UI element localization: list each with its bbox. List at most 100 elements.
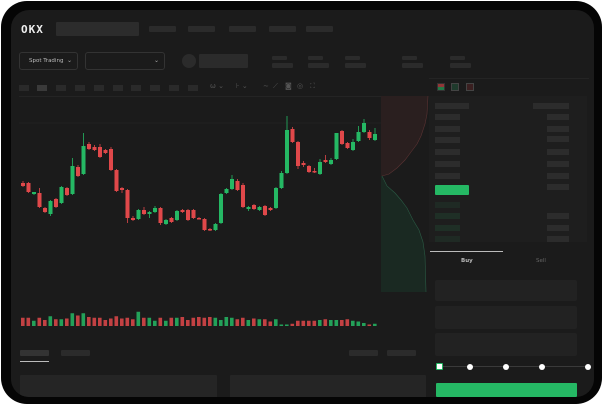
- volume-bar: [340, 320, 344, 326]
- timeframe-button-active[interactable]: [37, 85, 47, 91]
- nav-item[interactable]: [149, 26, 176, 32]
- slider-stop-50[interactable]: [503, 364, 509, 370]
- candle-body: [351, 142, 355, 150]
- ruler-icon[interactable]: ⟋: [273, 82, 278, 90]
- orderbook-buy-icon[interactable]: [451, 83, 459, 91]
- tab-sell[interactable]: Sell: [536, 258, 546, 264]
- timeframe-button[interactable]: [56, 85, 66, 91]
- tab-order-history[interactable]: [61, 350, 90, 356]
- ask-amount: [547, 161, 569, 167]
- candle-body: [48, 201, 53, 214]
- candle-body: [131, 218, 135, 220]
- active-tab-underline: [20, 361, 49, 362]
- wave-icon[interactable]: ∼: [263, 82, 269, 90]
- timeframe-button[interactable]: [94, 85, 104, 91]
- bid-depth-line: [381, 175, 427, 292]
- candle-body: [312, 171, 317, 173]
- tab-buy[interactable]: Buy: [461, 258, 473, 264]
- ask-price[interactable]: [435, 161, 460, 167]
- amount-input[interactable]: [435, 306, 577, 329]
- indicator-icon[interactable]: ω ⌄: [210, 82, 224, 90]
- buy-button[interactable]: [436, 383, 577, 397]
- tab-open-orders[interactable]: [20, 350, 49, 356]
- timeframe-button[interactable]: [169, 85, 179, 91]
- nav-item[interactable]: [229, 26, 256, 32]
- volume-bar: [37, 317, 42, 326]
- volume-bar: [367, 324, 372, 326]
- ask-price[interactable]: [435, 149, 460, 155]
- search-input[interactable]: [56, 22, 139, 36]
- candle-body: [334, 133, 339, 159]
- volume-bar: [263, 319, 267, 326]
- candle-body: [257, 207, 262, 210]
- timeframe-button[interactable]: [19, 85, 29, 91]
- settings-icon[interactable]: ◎: [297, 82, 304, 90]
- okx-logo[interactable]: OKX: [21, 23, 44, 36]
- fullscreen-icon[interactable]: ⛶: [310, 82, 315, 90]
- bid-price[interactable]: [435, 213, 460, 219]
- ask-amount: [547, 114, 569, 120]
- volume-bar: [186, 320, 190, 326]
- volume-bar: [21, 317, 25, 326]
- bid-price[interactable]: [435, 225, 460, 231]
- volume-bar: [59, 319, 64, 326]
- volume-bar: [153, 320, 157, 326]
- volume-bar: [32, 320, 36, 326]
- amount-slider[interactable]: [439, 366, 589, 367]
- ask-price[interactable]: [435, 126, 460, 132]
- volume-bar: [136, 311, 141, 326]
- spot-trading-dropdown[interactable]: Spot Trading ⌄: [19, 52, 78, 70]
- candle-body: [285, 130, 289, 173]
- candle-body: [98, 147, 102, 157]
- ask-price[interactable]: [435, 137, 460, 143]
- candle-body: [114, 170, 119, 191]
- candle-body: [274, 188, 278, 208]
- orderbook-header-amount: [533, 103, 569, 109]
- volume-bar: [268, 321, 273, 326]
- slider-handle[interactable]: [436, 363, 443, 370]
- orderbook-sell-icon[interactable]: [466, 83, 474, 91]
- volume-bar: [175, 317, 179, 326]
- filter-button[interactable]: [349, 350, 378, 356]
- candlestick-chart[interactable]: [11, 10, 431, 340]
- price-input[interactable]: [435, 280, 577, 301]
- draw-line-icon[interactable]: ⊦ ⌄: [236, 82, 248, 90]
- nav-item[interactable]: [306, 26, 333, 32]
- slider-stop-75[interactable]: [539, 364, 545, 370]
- candle-body: [142, 210, 146, 214]
- nav-item[interactable]: [188, 26, 215, 32]
- candle-body: [65, 188, 69, 195]
- stat-value: [308, 63, 329, 68]
- slider-stop-100[interactable]: [585, 364, 591, 370]
- candle-body: [87, 144, 91, 149]
- orderbook-both-icon[interactable]: [437, 83, 445, 91]
- volume-bar: [373, 323, 377, 326]
- ask-depth-line: [381, 96, 429, 177]
- ask-price[interactable]: [435, 173, 460, 179]
- timeframe-button[interactable]: [113, 85, 123, 91]
- stat-label: [308, 56, 323, 60]
- timeframe-button[interactable]: [150, 85, 160, 91]
- orderbook-header-price: [435, 103, 469, 109]
- slider-stop-25[interactable]: [467, 364, 473, 370]
- volume-bar: [307, 320, 311, 326]
- camera-icon[interactable]: ◙: [285, 82, 292, 90]
- nav-item[interactable]: [269, 26, 296, 32]
- stat-label: [450, 56, 465, 60]
- bid-price[interactable]: [435, 236, 460, 242]
- volume-bar: [312, 320, 317, 326]
- bid-price[interactable]: [435, 202, 460, 208]
- ask-price[interactable]: [435, 114, 460, 120]
- timeframe-button[interactable]: [188, 85, 198, 91]
- volume-bar: [164, 320, 168, 326]
- pair-dropdown[interactable]: ⌄: [85, 52, 165, 70]
- candle-body: [180, 210, 185, 212]
- timeframe-button[interactable]: [131, 85, 141, 91]
- total-input[interactable]: [435, 333, 577, 356]
- candle-body: [241, 185, 245, 207]
- candle-body: [246, 207, 251, 209]
- stat-value: [272, 63, 293, 68]
- candle-body: [164, 220, 168, 224]
- filter-button[interactable]: [387, 350, 416, 356]
- timeframe-button[interactable]: [75, 85, 85, 91]
